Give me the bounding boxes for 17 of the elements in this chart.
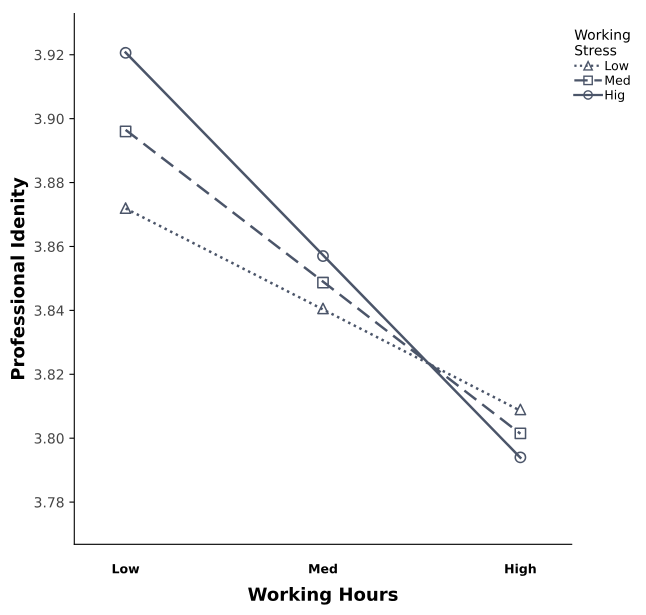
y-tick-label: 3.84 <box>34 305 64 316</box>
y-tick-label: 3.86 <box>34 241 64 252</box>
legend-label: Med <box>606 75 630 85</box>
y-tick-label: 3.82 <box>34 369 64 380</box>
x-tick-label: Low <box>112 564 140 574</box>
y-tick-label: 3.90 <box>34 114 64 124</box>
x-axis-title: Working Hours <box>248 587 398 605</box>
x-tick-label: High <box>505 564 536 576</box>
legend-title: Working Stress <box>574 29 630 56</box>
y-axis-title: Professional Idenity <box>10 177 28 380</box>
y-tick-label: 3.92 <box>34 50 64 60</box>
x-tick-label: Med <box>309 564 337 574</box>
y-tick-label: 3.88 <box>34 178 64 188</box>
y-tick-label: 3.78 <box>34 497 64 508</box>
legend-label: Low <box>606 61 628 70</box>
y-tick-label: 3.80 <box>34 433 64 444</box>
legend-label: Hig <box>606 90 624 102</box>
